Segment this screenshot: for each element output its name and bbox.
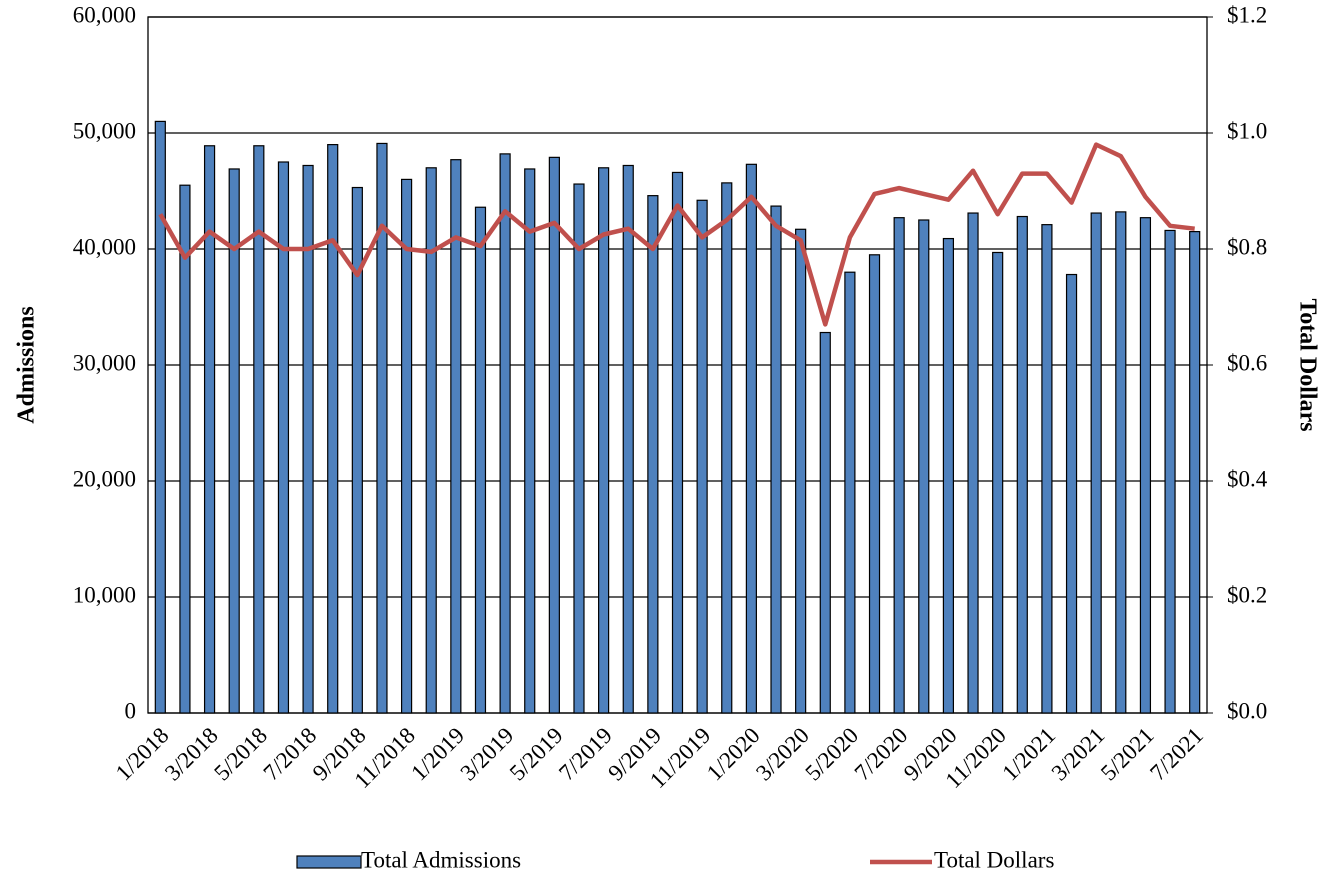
bar	[819, 331, 831, 714]
bar	[868, 254, 881, 714]
bar	[1041, 224, 1053, 714]
bar	[1189, 231, 1201, 714]
bar	[1139, 217, 1152, 714]
line	[158, 142, 1195, 327]
y2-tick-label: $0.0	[1227, 698, 1267, 723]
bar	[1065, 273, 1078, 714]
x-tick-label: 5/2020	[800, 723, 863, 786]
y-axis-title: Admissions	[14, 306, 40, 423]
bar	[1090, 212, 1102, 714]
x-tick-label: 7/2021	[1145, 723, 1208, 786]
bar	[450, 159, 462, 714]
bar	[598, 167, 610, 714]
bar	[425, 167, 437, 714]
bar	[1115, 211, 1127, 714]
y-tick-label: 40,000	[73, 234, 136, 259]
x-tick-label: 3/2020	[751, 723, 814, 786]
bar	[499, 153, 511, 714]
y2-tick-label: $0.4	[1227, 466, 1268, 491]
x-tick-label: 3/2018	[160, 723, 223, 786]
bar	[942, 237, 955, 714]
bar	[154, 120, 166, 714]
y-tick-label: 10,000	[73, 582, 136, 607]
x-tick-label: 1/2018	[111, 723, 174, 786]
bar	[721, 182, 733, 714]
y2-tick-label: $1.2	[1227, 2, 1267, 27]
legend-label: Total Dollars	[934, 847, 1054, 872]
bar	[351, 186, 363, 714]
y2-tick-label: $0.6	[1227, 350, 1267, 375]
x-tick-label: 5/2019	[505, 723, 568, 786]
bar	[376, 142, 388, 714]
x-tick-label: 3/2021	[1047, 723, 1110, 786]
bar	[327, 144, 339, 714]
bar	[745, 163, 757, 714]
x-tick-label: 1/2020	[702, 723, 765, 786]
bar	[671, 171, 684, 714]
x-tick-label: 1/2021	[997, 723, 1060, 786]
x-tick-label: 5/2018	[209, 723, 272, 786]
bar	[1164, 229, 1176, 714]
bar	[844, 271, 856, 714]
bar	[228, 168, 240, 714]
bar	[548, 156, 560, 714]
x-tick-label: 1/2019	[406, 723, 469, 786]
y-tick-label: 20,000	[73, 466, 136, 491]
bar	[992, 251, 1004, 714]
bar	[647, 195, 659, 714]
bar	[203, 145, 216, 714]
bar	[474, 206, 487, 714]
y2-tick-label: $0.8	[1227, 234, 1267, 259]
bar	[696, 199, 708, 714]
y2-axis-title: Total Dollars	[1294, 298, 1320, 431]
y2-tick-label: $0.2	[1227, 582, 1267, 607]
bar	[277, 161, 290, 714]
y-tick-label: 30,000	[73, 350, 136, 375]
y-tick-label: 50,000	[73, 118, 136, 143]
bar	[179, 184, 191, 714]
x-tick-label: 7/2020	[850, 723, 913, 786]
y-tick-label: 0	[125, 698, 137, 723]
bar	[622, 164, 634, 714]
bar	[400, 178, 413, 714]
y2-tick-label: $1.0	[1227, 118, 1267, 143]
bar	[893, 217, 905, 714]
x-tick-label: 5/2021	[1096, 723, 1159, 786]
bar	[770, 205, 782, 714]
y-tick-label: 60,000	[73, 2, 136, 27]
x-tick-label: 7/2018	[258, 723, 321, 786]
bar	[524, 168, 536, 714]
legend-label: Total Admissions	[361, 847, 521, 872]
bar	[795, 228, 807, 714]
bar	[918, 219, 930, 714]
x-tick-label: 7/2019	[554, 723, 617, 786]
bar	[302, 164, 314, 714]
bar	[573, 183, 585, 714]
bar	[1016, 215, 1028, 714]
x-tick-label: 3/2019	[456, 723, 519, 786]
bar	[967, 212, 979, 714]
bar	[253, 145, 265, 714]
legend-swatch	[296, 855, 362, 869]
